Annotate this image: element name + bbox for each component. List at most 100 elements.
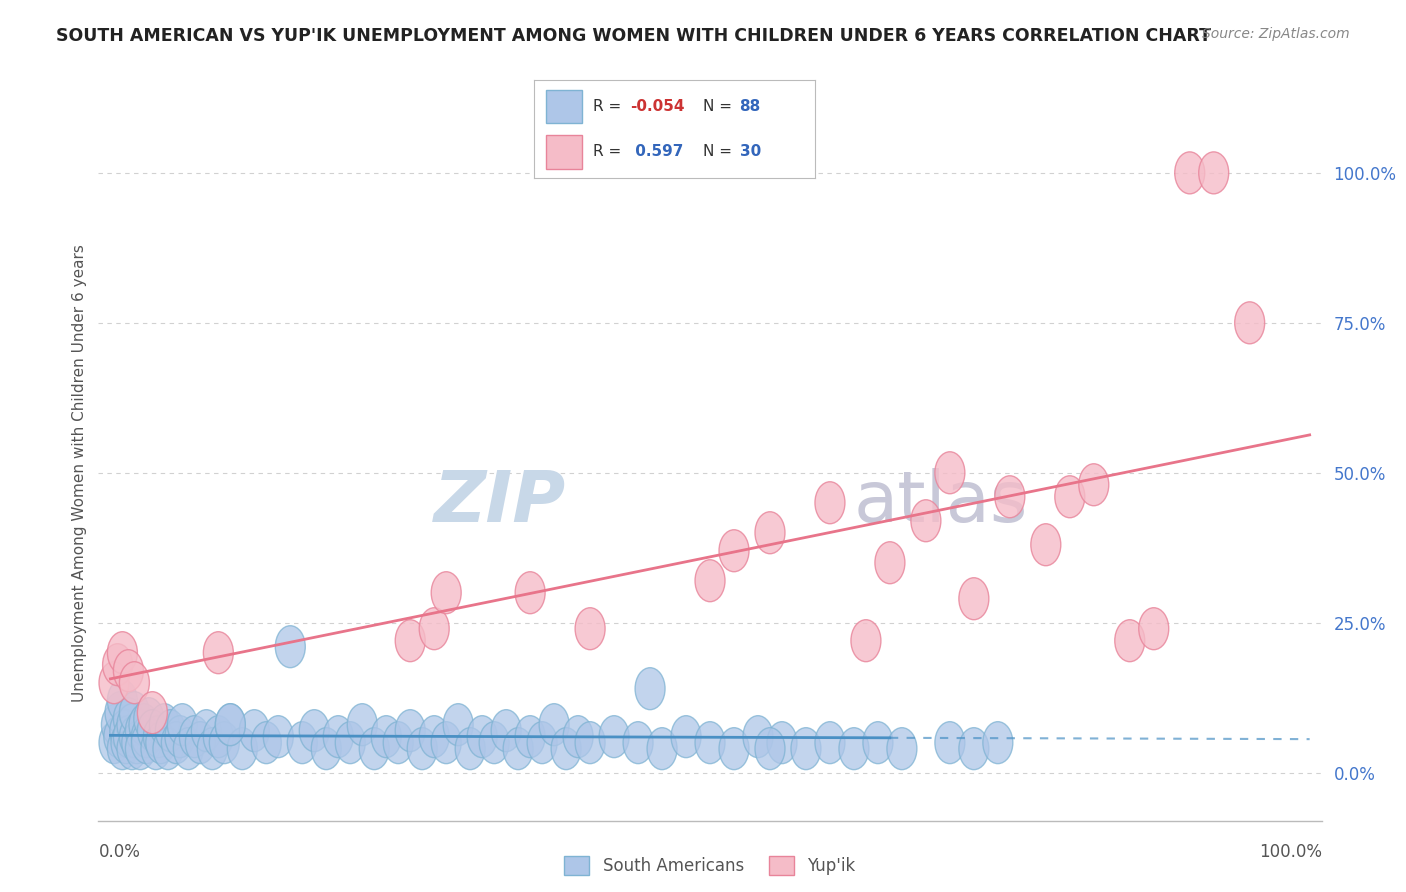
- Ellipse shape: [209, 722, 239, 764]
- Ellipse shape: [384, 722, 413, 764]
- Ellipse shape: [107, 728, 138, 770]
- Ellipse shape: [287, 722, 318, 764]
- Ellipse shape: [299, 710, 329, 752]
- Ellipse shape: [323, 715, 353, 757]
- Ellipse shape: [1139, 607, 1168, 649]
- Ellipse shape: [911, 500, 941, 541]
- Ellipse shape: [191, 710, 221, 752]
- Ellipse shape: [114, 715, 143, 757]
- Ellipse shape: [146, 722, 176, 764]
- Ellipse shape: [98, 722, 129, 764]
- Ellipse shape: [138, 691, 167, 733]
- Ellipse shape: [186, 722, 215, 764]
- Ellipse shape: [671, 715, 702, 757]
- Ellipse shape: [263, 715, 294, 757]
- Ellipse shape: [215, 704, 245, 746]
- Ellipse shape: [959, 728, 988, 770]
- Text: ZIP: ZIP: [434, 468, 567, 537]
- Text: SOUTH AMERICAN VS YUP'IK UNEMPLOYMENT AMONG WOMEN WITH CHILDREN UNDER 6 YEARS CO: SOUTH AMERICAN VS YUP'IK UNEMPLOYMENT AM…: [56, 27, 1211, 45]
- Ellipse shape: [239, 710, 270, 752]
- Ellipse shape: [935, 722, 965, 764]
- Ellipse shape: [197, 728, 228, 770]
- Ellipse shape: [129, 704, 159, 746]
- Ellipse shape: [718, 530, 749, 572]
- Text: N =: N =: [703, 99, 733, 114]
- Ellipse shape: [117, 728, 148, 770]
- Ellipse shape: [173, 728, 204, 770]
- Ellipse shape: [815, 482, 845, 524]
- Ellipse shape: [141, 728, 172, 770]
- FancyBboxPatch shape: [546, 90, 582, 123]
- Ellipse shape: [162, 722, 191, 764]
- Ellipse shape: [101, 704, 131, 746]
- Ellipse shape: [623, 722, 652, 764]
- Ellipse shape: [1234, 301, 1264, 343]
- Ellipse shape: [347, 704, 377, 746]
- Ellipse shape: [419, 607, 449, 649]
- Ellipse shape: [311, 728, 342, 770]
- Ellipse shape: [1031, 524, 1060, 566]
- Ellipse shape: [863, 722, 893, 764]
- Ellipse shape: [204, 715, 233, 757]
- Ellipse shape: [180, 715, 209, 757]
- Ellipse shape: [636, 668, 665, 710]
- Ellipse shape: [695, 722, 725, 764]
- Ellipse shape: [575, 607, 605, 649]
- Ellipse shape: [959, 578, 988, 620]
- Ellipse shape: [134, 698, 163, 739]
- Ellipse shape: [335, 722, 366, 764]
- Ellipse shape: [153, 728, 183, 770]
- Ellipse shape: [1078, 464, 1109, 506]
- Ellipse shape: [107, 632, 138, 673]
- Y-axis label: Unemployment Among Women with Children Under 6 years: Unemployment Among Women with Children U…: [72, 244, 87, 702]
- Ellipse shape: [138, 710, 167, 752]
- FancyBboxPatch shape: [546, 136, 582, 169]
- Ellipse shape: [1199, 152, 1229, 194]
- Ellipse shape: [935, 451, 965, 494]
- Ellipse shape: [515, 572, 546, 614]
- Ellipse shape: [551, 728, 581, 770]
- Text: 100.0%: 100.0%: [1258, 843, 1322, 861]
- Ellipse shape: [156, 710, 186, 752]
- Ellipse shape: [114, 649, 143, 691]
- Ellipse shape: [491, 710, 522, 752]
- Ellipse shape: [755, 728, 785, 770]
- Ellipse shape: [105, 691, 135, 733]
- Ellipse shape: [792, 728, 821, 770]
- Ellipse shape: [110, 710, 139, 752]
- Ellipse shape: [395, 620, 425, 662]
- Ellipse shape: [839, 728, 869, 770]
- Ellipse shape: [408, 728, 437, 770]
- Ellipse shape: [1115, 620, 1144, 662]
- Ellipse shape: [887, 728, 917, 770]
- Text: R =: R =: [593, 145, 621, 160]
- Ellipse shape: [103, 644, 132, 686]
- Ellipse shape: [117, 704, 148, 746]
- Ellipse shape: [695, 560, 725, 602]
- Ellipse shape: [443, 704, 474, 746]
- Ellipse shape: [252, 722, 281, 764]
- Ellipse shape: [131, 715, 162, 757]
- Ellipse shape: [125, 728, 156, 770]
- Ellipse shape: [742, 715, 773, 757]
- Ellipse shape: [120, 691, 149, 733]
- Ellipse shape: [755, 512, 785, 554]
- Ellipse shape: [120, 715, 149, 757]
- Ellipse shape: [527, 722, 557, 764]
- Ellipse shape: [122, 722, 152, 764]
- Ellipse shape: [467, 715, 498, 757]
- Ellipse shape: [131, 722, 162, 764]
- Text: -0.054: -0.054: [630, 99, 685, 114]
- Ellipse shape: [538, 704, 569, 746]
- Ellipse shape: [503, 728, 533, 770]
- Ellipse shape: [98, 662, 129, 704]
- Ellipse shape: [107, 680, 138, 722]
- Ellipse shape: [114, 698, 143, 739]
- Ellipse shape: [995, 475, 1025, 517]
- Text: 88: 88: [740, 99, 761, 114]
- Ellipse shape: [815, 722, 845, 764]
- Text: 30: 30: [740, 145, 761, 160]
- Ellipse shape: [875, 541, 905, 583]
- Ellipse shape: [228, 728, 257, 770]
- Text: 0.0%: 0.0%: [98, 843, 141, 861]
